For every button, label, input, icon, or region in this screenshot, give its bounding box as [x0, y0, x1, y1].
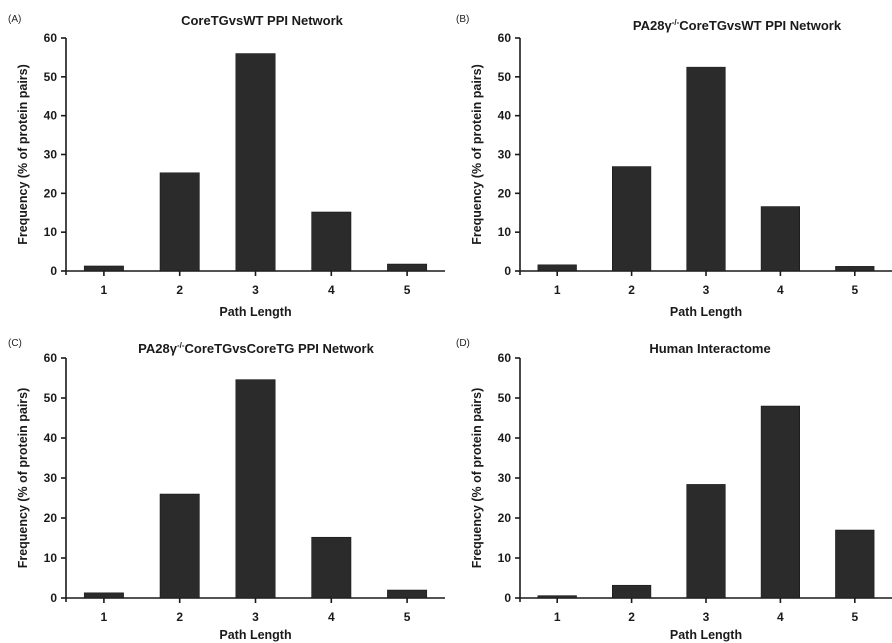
y-tick-label: 30 — [498, 148, 512, 162]
y-tick-label: 40 — [498, 431, 512, 445]
bar-1 — [537, 264, 577, 272]
bar-3 — [686, 66, 726, 272]
x-tick-label: 4 — [777, 283, 784, 297]
y-tick-label: 0 — [504, 264, 511, 278]
y-tick-label: 10 — [44, 225, 58, 239]
y-tick-label: 60 — [44, 31, 58, 45]
bar-4 — [760, 206, 800, 272]
panel-letter: (C) — [8, 338, 22, 349]
x-tick-label: 1 — [554, 283, 561, 297]
x-tick-label: 3 — [703, 610, 710, 624]
bar-2 — [159, 172, 200, 272]
chart-panel-2: (B) PA28γ-/-CoreTGvsWT PPI Network 0 10 20 30… — [456, 14, 892, 319]
y-tick-label: 30 — [44, 471, 58, 485]
y-tick-label: 50 — [44, 391, 58, 405]
y-tick-label: 0 — [50, 264, 57, 278]
x-tick-label: 3 — [703, 283, 710, 297]
bar-4 — [311, 211, 352, 272]
y-tick-label: 50 — [44, 70, 58, 84]
x-axis-label: Path Length — [670, 628, 742, 642]
y-tick-label: 10 — [498, 551, 512, 565]
x-tick-label: 4 — [328, 610, 335, 624]
chart-title: PA28γ-/-CoreTGvsWT PPI Network — [633, 18, 842, 33]
x-tick-label: 2 — [176, 283, 183, 297]
bar-3 — [235, 379, 276, 599]
x-tick-label: 2 — [628, 283, 635, 297]
chart-panel-1: (A) CoreTGvsWT PPI Network 0 10 20 30 40 50 60 1 2… — [8, 13, 445, 319]
y-tick-label: 40 — [498, 109, 512, 123]
panel-letter: (A) — [8, 14, 21, 25]
panel-letter: (B) — [456, 14, 469, 25]
y-tick-label: 10 — [498, 225, 512, 239]
y-axis-label: Frequency (% of protein pairs) — [16, 64, 30, 245]
bar-3 — [686, 484, 726, 599]
y-tick-label: 60 — [44, 351, 58, 365]
bar-3 — [235, 53, 276, 272]
bar-5 — [835, 266, 875, 272]
x-tick-label: 2 — [628, 610, 635, 624]
y-axis-label: Frequency (% of protein pairs) — [470, 388, 484, 569]
chart-panel-4: (D) Human Interactome 0 10 20 30 40 50 60 1 2 3 4 5 Pa… — [456, 338, 892, 642]
y-tick-label: 40 — [44, 109, 58, 123]
x-tick-label: 3 — [252, 283, 259, 297]
bar-2 — [612, 166, 652, 272]
x-tick-label: 4 — [777, 610, 784, 624]
y-tick-label: 30 — [44, 148, 58, 162]
chart-panel-3: (C) PA28γ-/-CoreTGvsCoreTG PPI Network 0 10… — [8, 338, 445, 642]
y-tick-label: 20 — [498, 186, 512, 200]
y-tick-label: 0 — [504, 591, 511, 605]
bar-2 — [612, 584, 652, 599]
x-tick-label: 1 — [101, 283, 108, 297]
x-tick-label: 3 — [252, 610, 259, 624]
bar-1 — [537, 595, 577, 599]
x-tick-label: 4 — [328, 283, 335, 297]
x-tick-label: 1 — [554, 610, 561, 624]
bar-4 — [760, 405, 800, 599]
y-axis-label: Frequency (% of protein pairs) — [16, 388, 30, 569]
y-tick-label: 20 — [44, 511, 58, 525]
bar-1 — [83, 265, 124, 272]
y-tick-label: 60 — [498, 351, 512, 365]
bar-4 — [311, 536, 352, 599]
y-tick-label: 30 — [498, 471, 512, 485]
y-tick-label: 20 — [44, 186, 58, 200]
y-tick-label: 60 — [498, 31, 512, 45]
x-axis-label: Path Length — [219, 305, 291, 319]
y-tick-label: 40 — [44, 431, 58, 445]
panel-letter: (D) — [456, 338, 470, 349]
y-tick-label: 0 — [50, 591, 57, 605]
bar-2 — [159, 493, 200, 599]
x-tick-label: 5 — [404, 283, 411, 297]
bar-5 — [387, 263, 428, 272]
y-tick-label: 50 — [498, 391, 512, 405]
y-tick-label: 50 — [498, 70, 512, 84]
x-tick-label: 1 — [101, 610, 108, 624]
x-axis-label: Path Length — [219, 628, 291, 642]
bar-5 — [835, 529, 875, 599]
x-tick-label: 5 — [851, 283, 858, 297]
x-tick-label: 5 — [404, 610, 411, 624]
x-tick-label: 5 — [851, 610, 858, 624]
y-tick-label: 10 — [44, 551, 58, 565]
chart-title: PA28γ-/-CoreTGvsCoreTG PPI Network — [138, 341, 374, 356]
x-tick-label: 2 — [176, 610, 183, 624]
chart-title: Human Interactome — [649, 341, 770, 356]
y-tick-label: 20 — [498, 511, 512, 525]
chart-title: CoreTGvsWT PPI Network — [181, 13, 344, 28]
y-axis-label: Frequency (% of protein pairs) — [470, 64, 484, 245]
bar-1 — [83, 592, 124, 599]
bar-5 — [387, 589, 428, 599]
x-axis-label: Path Length — [670, 305, 742, 319]
